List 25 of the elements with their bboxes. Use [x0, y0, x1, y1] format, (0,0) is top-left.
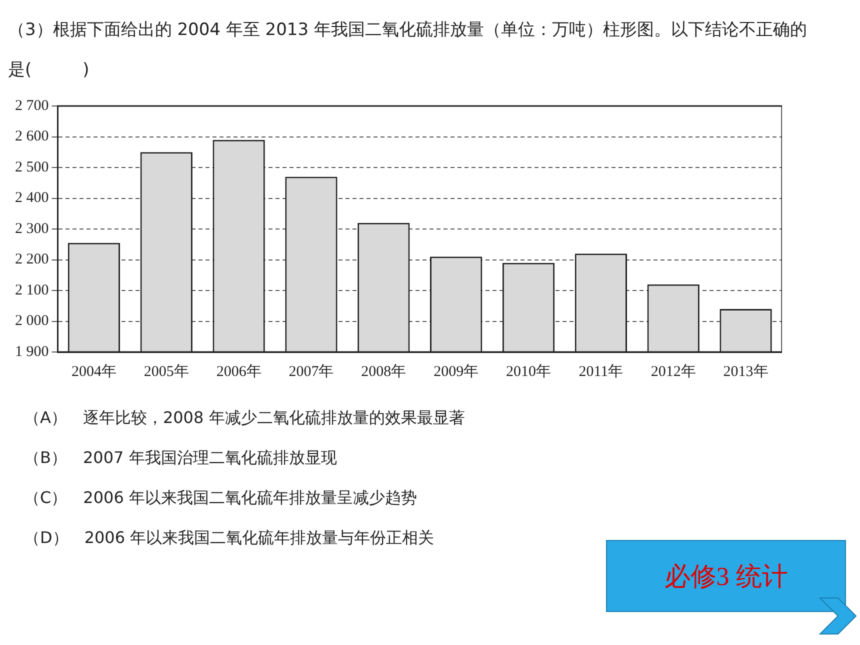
- y-tick-label: 2 200: [15, 252, 49, 268]
- y-tick-label: 2 700: [15, 98, 49, 114]
- text: 必修3 统计: [606, 540, 846, 612]
- x-tick-label: 2004年: [71, 362, 116, 380]
- text: （D） 2006 年以来我国二氧化硫年排放量与年份正相关: [24, 527, 436, 549]
- x-tick-label: 2007年: [288, 362, 334, 380]
- y-tick-label: 2 500: [15, 159, 49, 176]
- x-tick-label: 2010年: [506, 362, 552, 380]
- x-tick-label: 2013年: [723, 362, 768, 380]
- y-tick-label: 2 300: [15, 220, 49, 237]
- x-tick-label: 2011年: [578, 362, 624, 380]
- x-tick-label: 2009年: [434, 362, 479, 380]
- y-tick-label: 1 900: [15, 344, 49, 360]
- y-tick-label: 2 400: [15, 190, 49, 206]
- chart-title: （3）根据下面给出的 2004 年至 2013 年我国二氧化硫排放量（单位：万吨）柱形图。以下结论不正确的是( ): [8, 19, 808, 82]
- x-tick-label: 2006年: [216, 362, 262, 380]
- text: （A） 逐年比较，2008 年减少二氧化硫排放量的效果最显著: [24, 407, 466, 429]
- x-tick-label: 2012年: [650, 362, 696, 380]
- text: （C） 2006 年以来我国二氧化硫年排放量呈减少趋势: [24, 487, 418, 509]
- y-tick-label: 2 000: [15, 313, 49, 330]
- text: （B） 2007 年我国治理二氧化硫排放显现: [24, 447, 338, 469]
- y-tick-label: 2 100: [15, 282, 49, 298]
- y-tick-label: 2 600: [15, 128, 49, 145]
- x-tick-label: 2005年: [144, 362, 189, 380]
- x-tick-label: 2008年: [361, 362, 406, 380]
